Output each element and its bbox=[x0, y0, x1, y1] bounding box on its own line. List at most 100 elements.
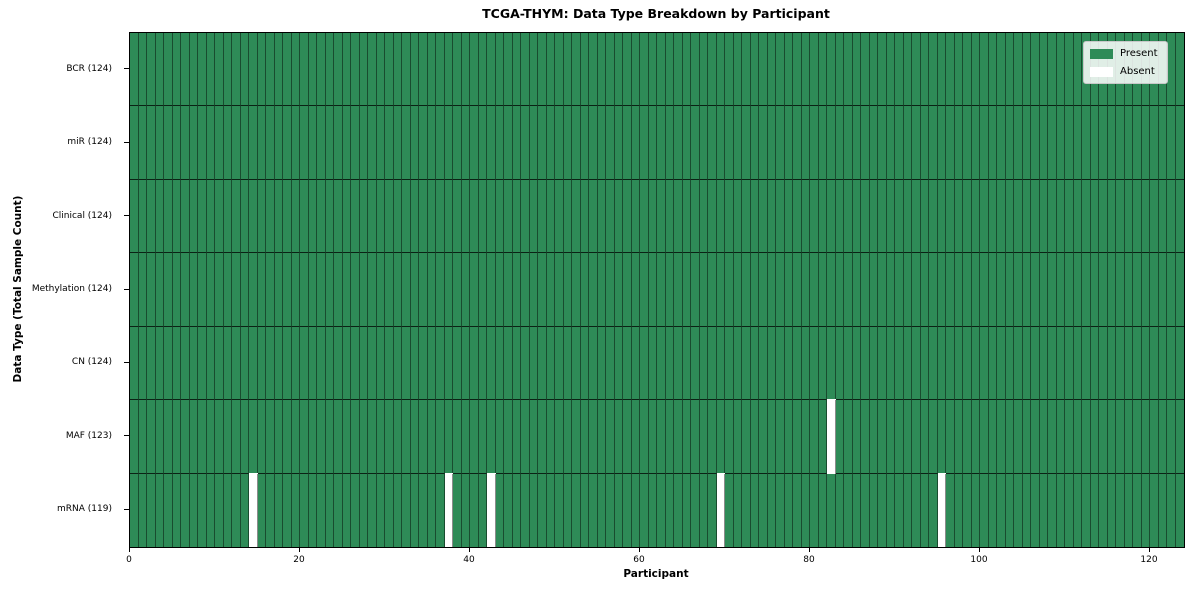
heatmap-cell-present bbox=[368, 33, 377, 107]
y-tick-mark bbox=[124, 435, 129, 437]
heatmap-cell-present bbox=[733, 106, 742, 180]
heatmap-cell-present bbox=[597, 473, 606, 547]
heatmap-cell-present bbox=[988, 473, 997, 547]
heatmap-cell-present bbox=[954, 253, 963, 327]
heatmap-cell-present bbox=[317, 473, 326, 547]
heatmap-cell-present bbox=[1005, 179, 1014, 254]
heatmap-cell-present bbox=[385, 473, 394, 547]
heatmap-cell-present bbox=[155, 326, 164, 401]
x-tick-label: 100 bbox=[970, 555, 988, 565]
heatmap-cell-present bbox=[198, 33, 207, 107]
heatmap-cell-present bbox=[946, 106, 955, 180]
heatmap-cell-present bbox=[478, 179, 487, 254]
heatmap-cell-present bbox=[419, 400, 428, 474]
heatmap-cell-present bbox=[461, 33, 470, 107]
heatmap-cell-present bbox=[937, 253, 946, 327]
y-tick-mark bbox=[124, 215, 129, 217]
heatmap-cell-present bbox=[631, 253, 640, 327]
heatmap-cell-present bbox=[614, 473, 623, 547]
heatmap-cell-present bbox=[172, 326, 181, 401]
heatmap-cell-present bbox=[886, 326, 895, 401]
y-tick-label: Clinical (124) bbox=[52, 210, 112, 221]
heatmap-cell-present bbox=[555, 33, 564, 107]
heatmap-cell-present bbox=[691, 326, 700, 401]
heatmap-cell-present bbox=[810, 253, 819, 327]
heatmap-cell-present bbox=[453, 253, 462, 327]
heatmap-cell-present bbox=[317, 326, 326, 401]
heatmap-cell-present bbox=[1014, 326, 1023, 401]
heatmap-cell-absent bbox=[444, 473, 453, 547]
heatmap-cell-present bbox=[1073, 326, 1082, 401]
heatmap-cell-present bbox=[980, 33, 989, 107]
heatmap-cell-present bbox=[895, 400, 904, 474]
heatmap-cell-present bbox=[1150, 253, 1159, 327]
heatmap-cell-present bbox=[886, 400, 895, 474]
heatmap-cell-present bbox=[699, 253, 708, 327]
heatmap-cell-present bbox=[606, 179, 615, 254]
heatmap-cell-present bbox=[453, 326, 462, 401]
heatmap-cell-present bbox=[334, 473, 343, 547]
heatmap-cell-present bbox=[376, 106, 385, 180]
heatmap-cell-present bbox=[461, 253, 470, 327]
heatmap-cell-present bbox=[844, 400, 853, 474]
heatmap-cell-present bbox=[164, 473, 173, 547]
heatmap-cell-present bbox=[308, 400, 317, 474]
heatmap-cell-present bbox=[844, 253, 853, 327]
heatmap-cell-present bbox=[376, 179, 385, 254]
heatmap-cell-present bbox=[1107, 473, 1116, 547]
heatmap-cell-present bbox=[988, 400, 997, 474]
heatmap-cell-present bbox=[1167, 253, 1176, 327]
heatmap-cell-present bbox=[291, 179, 300, 254]
heatmap-cell-present bbox=[546, 106, 555, 180]
heatmap-cell-present bbox=[351, 473, 360, 547]
heatmap-cell-present bbox=[716, 179, 725, 254]
heatmap-cell-present bbox=[1065, 253, 1074, 327]
heatmap-cell-present bbox=[266, 106, 275, 180]
heatmap-cell-present bbox=[376, 326, 385, 401]
heatmap-cell-present bbox=[1090, 326, 1099, 401]
heatmap-cell-present bbox=[266, 400, 275, 474]
heatmap-cell-present bbox=[478, 253, 487, 327]
heatmap-cell-present bbox=[1133, 400, 1142, 474]
heatmap-cell-present bbox=[631, 400, 640, 474]
heatmap-cell-present bbox=[546, 326, 555, 401]
heatmap-cell-present bbox=[427, 179, 436, 254]
heatmap-cell-present bbox=[895, 253, 904, 327]
heatmap-cell-present bbox=[946, 400, 955, 474]
heatmap-cell-present bbox=[648, 253, 657, 327]
heatmap-cell-present bbox=[283, 179, 292, 254]
heatmap-cell-present bbox=[886, 106, 895, 180]
heatmap-cell-present bbox=[308, 473, 317, 547]
heatmap-cell-present bbox=[1141, 473, 1150, 547]
heatmap-cell-present bbox=[640, 253, 649, 327]
heatmap-cell-present bbox=[538, 179, 547, 254]
heatmap-cell-present bbox=[1073, 106, 1082, 180]
heatmap-cell-present bbox=[172, 179, 181, 254]
heatmap-cell-present bbox=[988, 106, 997, 180]
heatmap-cell-present bbox=[419, 326, 428, 401]
heatmap-cell-present bbox=[504, 179, 513, 254]
heatmap-cell-present bbox=[436, 253, 445, 327]
heatmap-cell-present bbox=[631, 33, 640, 107]
heatmap-cell-present bbox=[215, 326, 224, 401]
heatmap-cell-present bbox=[555, 326, 564, 401]
heatmap-cell-present bbox=[733, 473, 742, 547]
heatmap-cell-present bbox=[1150, 473, 1159, 547]
heatmap-cell-present bbox=[606, 473, 615, 547]
heatmap-cell-present bbox=[640, 473, 649, 547]
heatmap-cell-present bbox=[317, 179, 326, 254]
heatmap-cell-present bbox=[351, 326, 360, 401]
heatmap-cell-present bbox=[827, 326, 836, 401]
heatmap-cell-present bbox=[232, 473, 241, 547]
heatmap-cell-present bbox=[1116, 179, 1125, 254]
heatmap-cell-present bbox=[257, 33, 266, 107]
heatmap-cell-present bbox=[232, 400, 241, 474]
heatmap-cell-present bbox=[1039, 179, 1048, 254]
heatmap-cell-present bbox=[929, 253, 938, 327]
heatmap-cell-present bbox=[138, 326, 147, 401]
heatmap-cell-present bbox=[300, 33, 309, 107]
heatmap-cell-present bbox=[988, 326, 997, 401]
heatmap-cell-present bbox=[1116, 253, 1125, 327]
heatmap-cell-present bbox=[750, 326, 759, 401]
heatmap-cell-present bbox=[436, 106, 445, 180]
